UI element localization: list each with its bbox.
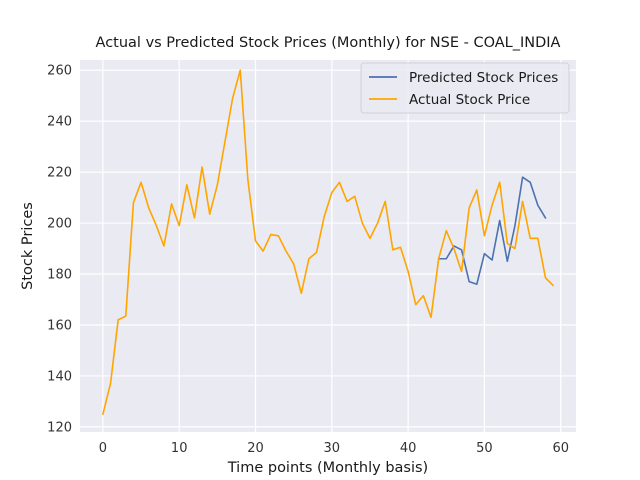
legend: Predicted Stock Prices Actual Stock Pric… — [360, 62, 570, 114]
tick-labels: 0 10 20 30 40 50 60 120 140 160 180 200 220 240 260 — [47, 64, 569, 456]
x-tick-label: 30 — [324, 441, 341, 456]
y-tick-label: 120 — [47, 420, 72, 435]
y-tick-label: 140 — [47, 369, 72, 384]
x-tick-label: 50 — [476, 441, 493, 456]
y-axis-label: Stock Prices — [20, 202, 36, 290]
x-tick-label: 10 — [171, 441, 188, 456]
legend-box — [360, 62, 570, 114]
x-tick-label: 40 — [400, 441, 417, 456]
x-axis-label: Time points (Monthly basis) — [227, 460, 428, 476]
series-line-predicted — [437, 176, 547, 286]
y-tick-label: 240 — [47, 115, 72, 130]
gridlines — [80, 60, 576, 432]
series-line-actual — [102, 69, 554, 415]
legend-label-actual: Actual Stock Price — [409, 92, 530, 108]
x-tick-label: 60 — [552, 441, 569, 456]
legend-label-predicted: Predicted Stock Prices — [409, 70, 558, 86]
chart-title: Actual vs Predicted Stock Prices (Monthl… — [96, 35, 561, 51]
x-tick-label: 0 — [99, 441, 107, 456]
y-tick-label: 200 — [47, 217, 72, 232]
y-tick-label: 160 — [47, 318, 72, 333]
y-tick-label: 260 — [47, 64, 72, 79]
y-tick-label: 220 — [47, 166, 72, 181]
y-tick-label: 180 — [47, 268, 72, 283]
series-lines — [102, 69, 554, 415]
x-tick-label: 20 — [247, 441, 264, 456]
plot-area — [80, 60, 576, 432]
